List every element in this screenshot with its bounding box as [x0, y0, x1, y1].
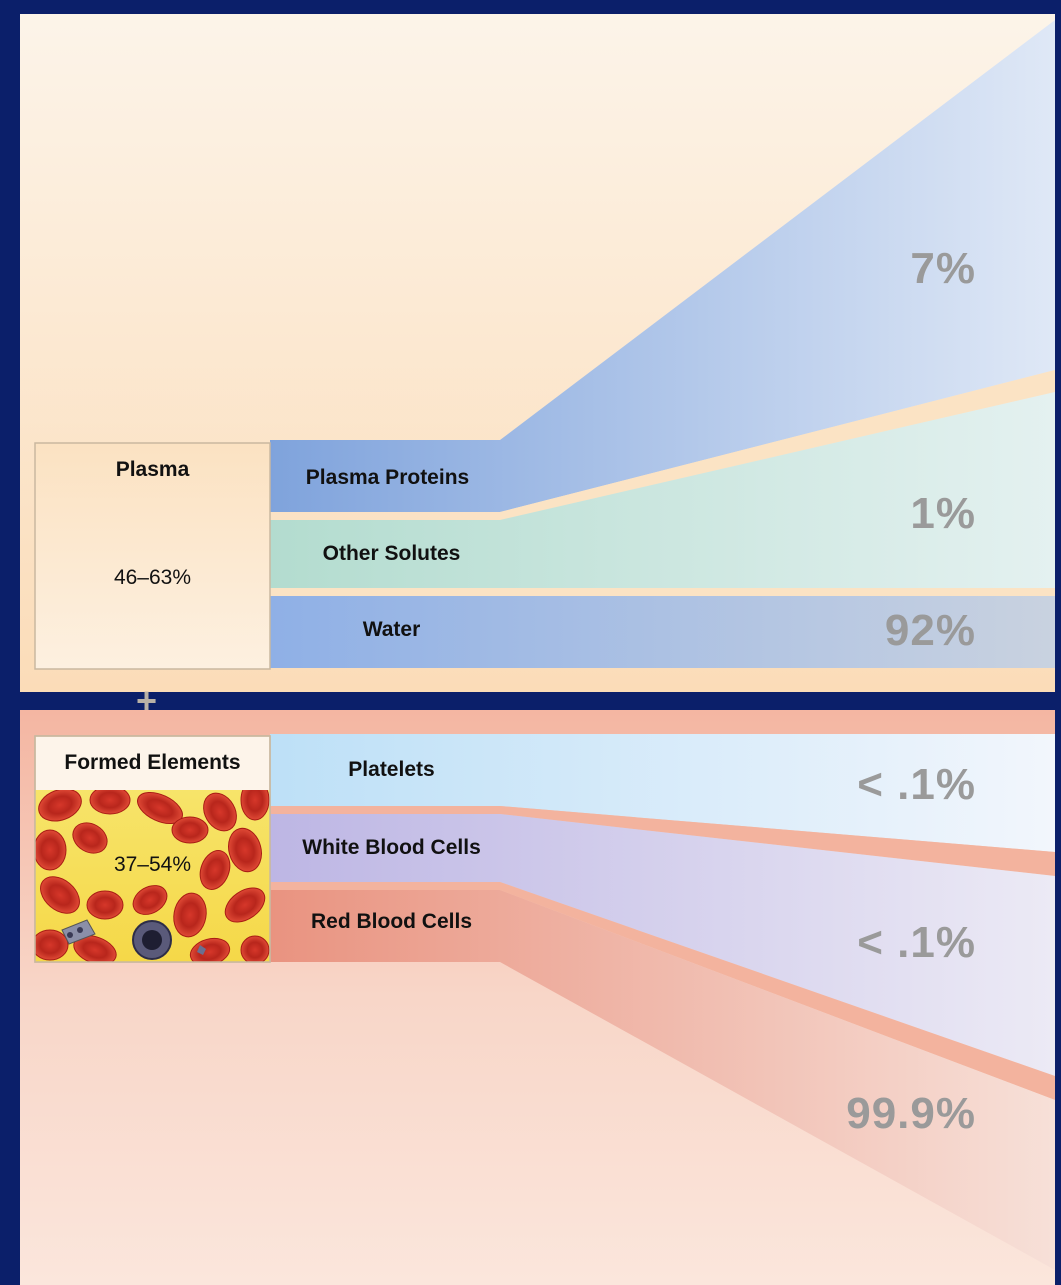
band-separator [270, 588, 1055, 596]
band-separator [270, 806, 1055, 876]
plasma-proteins-label: Plasma Proteins [305, 466, 470, 489]
plasma-box [34, 442, 271, 670]
platelets-percent: < .1% [857, 760, 976, 809]
other-solutes-label: Other Solutes [322, 542, 461, 565]
white-blood-cells-percent: < .1% [857, 918, 976, 967]
red-blood-cells-percent: 99.9% [846, 1089, 976, 1138]
formed-elements-title: Formed Elements [64, 751, 241, 774]
blood-cells-image [35, 790, 270, 962]
plasma-proteins-percent: 7% [910, 244, 976, 293]
red-blood-cells-label: Red Blood Cells [310, 910, 473, 933]
white-blood-cells-label: White Blood Cells [302, 836, 481, 859]
water-percent: 92% [884, 606, 976, 655]
other-solutes-band [270, 392, 1055, 588]
formed-elements-percent: 37–54% [113, 853, 192, 876]
plus-sign: + [136, 680, 158, 721]
water-band [270, 596, 1055, 668]
plasma-proteins-band [270, 20, 1055, 512]
red-blood-cells-band [270, 890, 1055, 1270]
water-label: Water [362, 618, 421, 641]
other-solutes-percent: 1% [910, 489, 976, 538]
platelets-label: Platelets [348, 758, 435, 781]
white-blood-cells-band [270, 814, 1055, 1076]
platelets-band [270, 734, 1055, 852]
plasma-percent: 46–63% [113, 566, 192, 589]
plasma-title: Plasma [115, 458, 190, 481]
band-separator [500, 370, 1055, 520]
